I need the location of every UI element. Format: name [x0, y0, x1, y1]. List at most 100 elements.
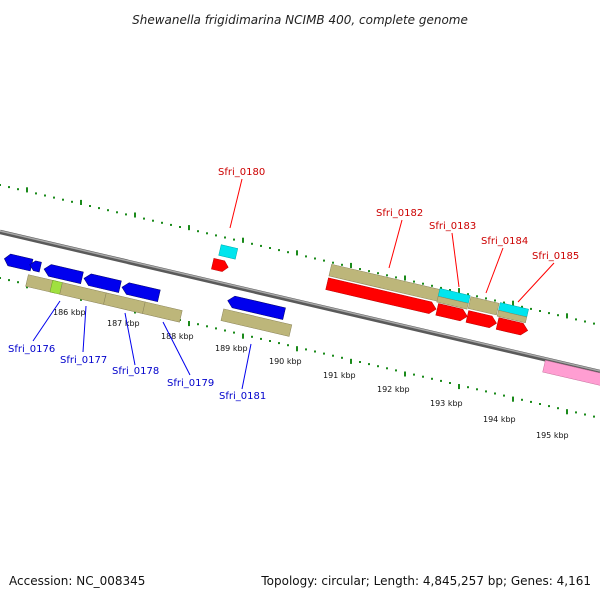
scale-dot — [98, 207, 100, 210]
gene-label-sfri-0185[interactable]: Sfri_0185 — [532, 251, 579, 262]
scale-dot — [161, 221, 163, 224]
scale-dot — [215, 234, 217, 237]
scale-dot — [467, 386, 469, 389]
gene-label-sfri-0181[interactable]: Sfri_0181 — [219, 391, 266, 402]
scale-dot — [125, 213, 127, 216]
scale-dot — [35, 192, 37, 195]
scale-dot — [17, 188, 19, 191]
scale-dot — [233, 331, 235, 334]
scale-dot — [323, 352, 325, 355]
map-title: Shewanella frigidimarina NCIMB 400, comp… — [132, 13, 468, 27]
gene-label-sfri-0178[interactable]: Sfri_0178 — [112, 366, 159, 377]
scale-dot — [71, 200, 73, 203]
scale-dot — [251, 335, 253, 338]
feature-tracks — [4, 244, 600, 389]
gene-arrow-sfri-0176 — [4, 253, 34, 272]
scale-dot — [314, 257, 316, 260]
scale-dot — [476, 295, 478, 298]
cds-feature-sfri-0183 — [436, 295, 469, 310]
kbp-scale-labels: 186 kbp 187 kbp 188 kbp 189 kbp 190 kbp … — [53, 308, 569, 440]
scale-dot — [359, 268, 361, 270]
kbp-label: 194 kbp — [483, 415, 516, 424]
gene-arrow-sfri-0181 — [227, 295, 286, 320]
kbp-label: 195 kbp — [536, 431, 569, 440]
scale-dot — [575, 411, 577, 414]
gene-label-sfri-0179[interactable]: Sfri_0179 — [167, 378, 214, 389]
gene-arrow-sfri-0177 — [43, 264, 84, 285]
scale-dot — [530, 400, 532, 403]
scale-dot — [485, 390, 487, 393]
scale-dot — [395, 369, 397, 372]
gene-arrow-sfri-0185 — [495, 317, 529, 336]
gene-label-sfri-0184[interactable]: Sfri_0184 — [481, 236, 528, 247]
scale-dot — [557, 314, 559, 317]
misc-feature — [542, 360, 600, 389]
kbp-label: 187 kbp — [107, 319, 140, 328]
cds-feature-sfri-0180 — [218, 244, 239, 260]
scale-dot — [197, 323, 199, 326]
gene-arrow-sfri-0179 — [121, 282, 161, 302]
reverse-gene-labels: Sfri_0176 Sfri_0177 Sfri_0178 Sfri_0179 … — [8, 300, 266, 402]
gene-arrow-sfri-0184 — [465, 310, 497, 328]
scale-dot — [494, 299, 496, 302]
kbp-label: 190 kbp — [269, 357, 302, 366]
scale-dot — [494, 392, 496, 395]
scale-dot — [584, 413, 586, 416]
reverse-features — [4, 253, 293, 337]
scale-dot — [377, 365, 379, 368]
scale-dot — [476, 388, 478, 391]
scale-dot — [197, 230, 199, 233]
genome-backbone — [0, 229, 600, 375]
scale-dot — [170, 223, 172, 226]
gene-label-sfri-0183[interactable]: Sfri_0183 — [429, 221, 476, 232]
scale-dot — [143, 217, 145, 220]
scale-dot — [323, 259, 325, 262]
scale-dot — [440, 379, 442, 382]
scale-dot — [179, 226, 181, 228]
scale-dot — [260, 244, 262, 247]
kbp-label: 189 kbp — [215, 344, 248, 353]
accession-label: Accession: NC_008345 — [9, 574, 145, 588]
scale-dot — [422, 282, 424, 285]
cds-feature-sfri-0185 — [496, 310, 528, 324]
scale-dot — [359, 361, 361, 363]
scale-dot — [152, 219, 154, 222]
scale-dot — [53, 196, 55, 199]
kbp-label: 188 kbp — [161, 332, 194, 341]
gene-arrow-sfri-0180 — [211, 258, 229, 272]
kbp-label: 191 kbp — [323, 371, 356, 380]
scale-dot — [593, 415, 595, 418]
scale-dot — [413, 280, 415, 283]
scale-dot — [224, 236, 226, 239]
gene-label-sfri-0180[interactable]: Sfri_0180 — [218, 167, 265, 178]
scale-dot — [269, 340, 271, 342]
scale-dot — [269, 247, 271, 249]
scale-dot — [332, 354, 334, 357]
scale-dot — [548, 405, 550, 408]
kbp-label: 193 kbp — [430, 399, 463, 408]
scale-dot — [314, 350, 316, 353]
scale-dot — [287, 251, 289, 254]
scale-dot — [260, 337, 262, 340]
scale-dot — [431, 377, 433, 380]
gene-label-sfri-0182[interactable]: Sfri_0182 — [376, 208, 423, 219]
scale-dot — [395, 276, 397, 279]
scale-dot — [593, 322, 595, 325]
scale-dot — [251, 242, 253, 245]
scale-dot — [233, 238, 235, 241]
scale-dot — [548, 312, 550, 315]
scale-dot — [539, 403, 541, 405]
scale-dot — [341, 356, 343, 359]
scale-dot — [449, 289, 451, 291]
scale-dot — [557, 407, 559, 410]
gene-label-sfri-0176[interactable]: Sfri_0176 — [8, 344, 55, 355]
scale-dot — [422, 375, 424, 378]
scale-dot — [89, 205, 91, 207]
scale-dot — [17, 281, 19, 284]
scale-dot — [116, 211, 118, 214]
scale-dot — [341, 263, 343, 266]
scale-dot — [503, 394, 505, 397]
scale-dot — [278, 342, 280, 345]
gene-label-sfri-0177[interactable]: Sfri_0177 — [60, 355, 107, 366]
gene-arrow-sfri-0176b — [29, 260, 42, 273]
